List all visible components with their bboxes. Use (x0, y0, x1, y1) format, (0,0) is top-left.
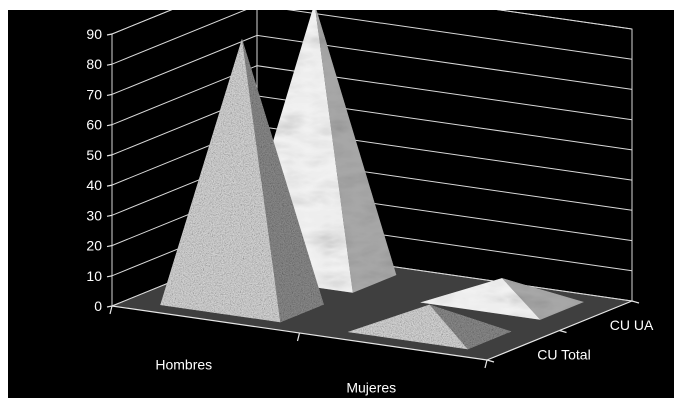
gridline (111, 10, 633, 35)
pyramid-side-face (315, 10, 397, 293)
y-tick-label: 50 (86, 147, 102, 163)
chart-area: 0 10 20 30 40 50 60 70 80 90 Hombres Mujeres CU To… (8, 10, 674, 398)
x-tick-mark (109, 305, 113, 315)
pyramid-front-face (347, 304, 468, 350)
depth-tick-mark (559, 329, 567, 334)
series-axis-labels: CU Total CU UA (537, 317, 654, 363)
y-axis-ticks: 0 10 20 30 40 50 60 70 80 90 (86, 26, 113, 314)
category-label: Mujeres (346, 380, 396, 396)
category-label: Hombres (155, 357, 212, 373)
pyramid-side-face (429, 304, 512, 350)
y-tick-mark (106, 124, 113, 127)
gridline (111, 65, 633, 126)
pyramid-hombres-cu-total (160, 38, 324, 323)
x-axis-labels: Hombres Mujeres (155, 357, 396, 396)
pyramid-front-face (420, 278, 541, 320)
y-tick-label: 10 (86, 268, 102, 284)
x-tick-mark (296, 332, 301, 342)
gridline (111, 34, 633, 95)
y-tick-label: 40 (86, 177, 102, 193)
y-tick-label: 60 (86, 117, 102, 133)
depth-tick-mark (631, 300, 640, 304)
y-tick-mark (106, 275, 113, 278)
y-tick-mark (106, 154, 113, 157)
series-axis-label: CU Total (537, 346, 590, 362)
y-tick-label: 80 (86, 56, 102, 72)
y-tick-mark (106, 305, 113, 308)
y-tick-label: 90 (86, 26, 102, 42)
pyramid-mujeres-cu-ua (420, 278, 584, 320)
y-tick-label: 0 (94, 298, 102, 314)
y-tick-mark (106, 63, 113, 66)
y-tick-label: 30 (86, 207, 102, 223)
chart-walls (109, 10, 640, 369)
series-axis-label: CU UA (610, 317, 654, 333)
pyramid-mujeres-cu-total (347, 304, 512, 350)
y-tick-mark (106, 244, 113, 248)
y-tick-label: 70 (86, 86, 102, 102)
pyramid-chart: 0 10 20 30 40 50 60 70 80 90 Hombres Mujeres CU To… (86, 10, 654, 396)
y-tick-label: 20 (86, 238, 102, 254)
y-tick-mark (106, 184, 113, 187)
pyramid-marks (160, 10, 584, 350)
depth-tick-mark (486, 359, 495, 363)
pyramid-front-face (160, 38, 281, 323)
y-tick-mark (106, 93, 113, 97)
pyramid-side-face (502, 278, 584, 320)
y-tick-mark (106, 214, 113, 217)
y-tick-mark (106, 33, 113, 36)
x-tick-mark (484, 359, 488, 369)
pyramid-side-face (242, 38, 324, 323)
gridline (111, 10, 633, 65)
